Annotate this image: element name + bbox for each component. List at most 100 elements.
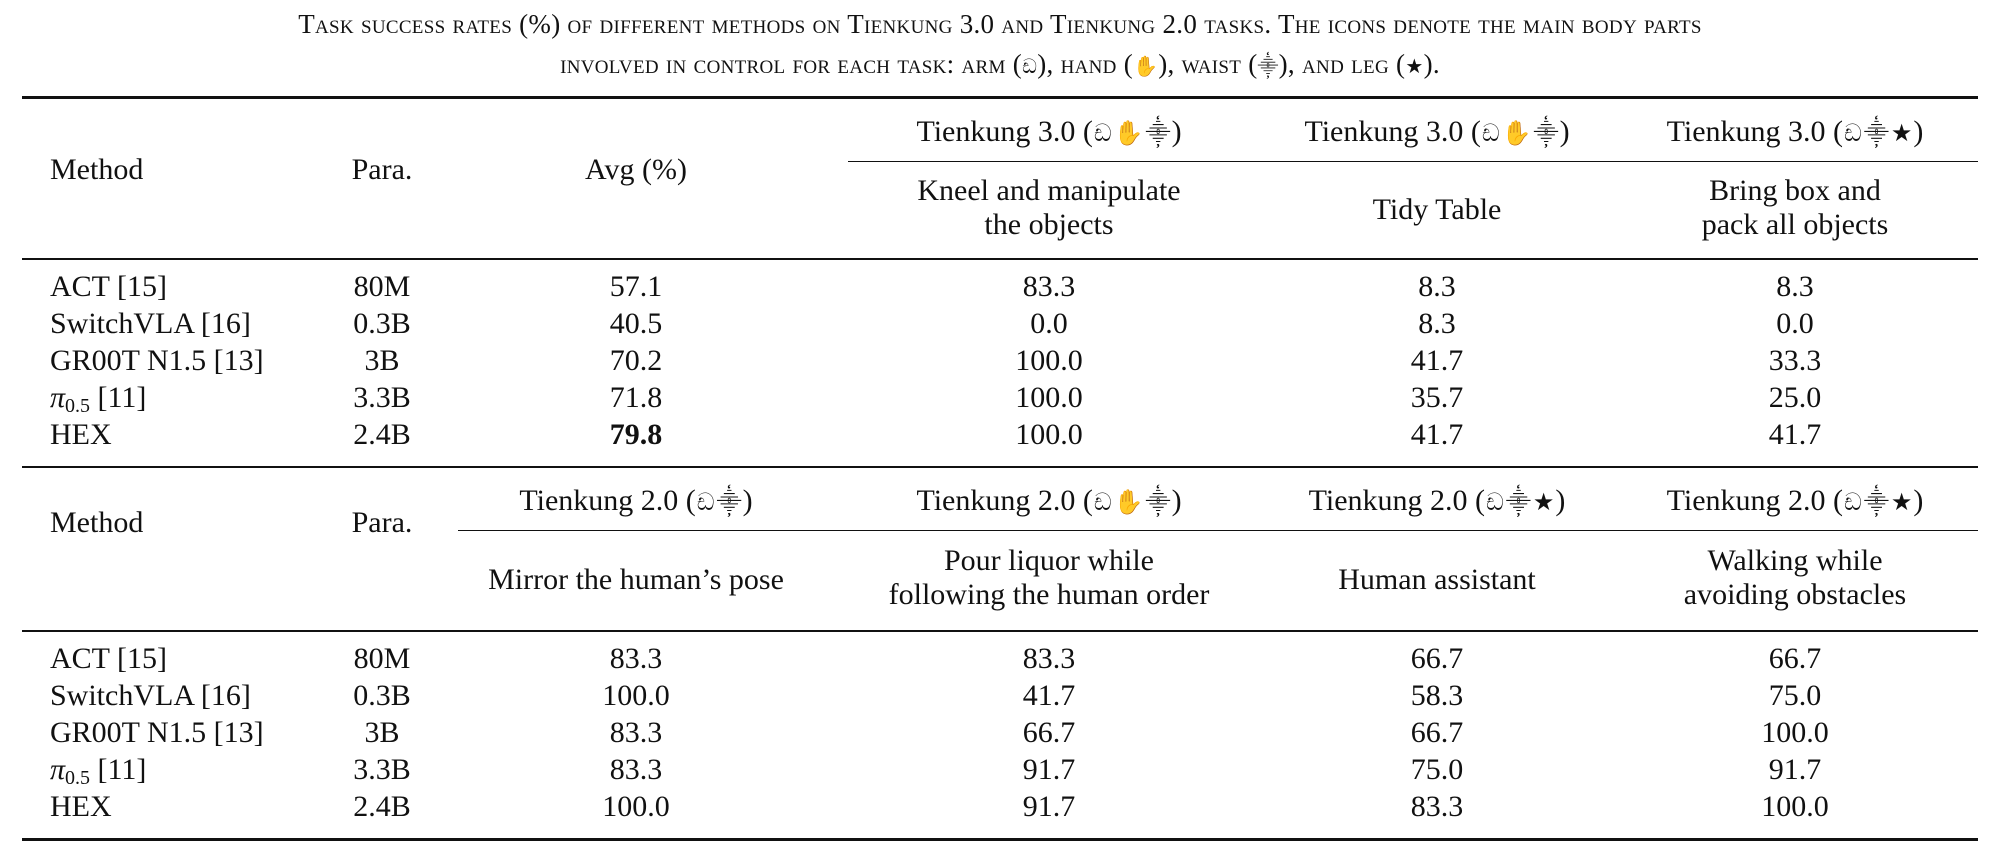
- arm-icon: ඩ: [1486, 488, 1504, 516]
- header-para: Para.: [351, 153, 413, 186]
- mid-rule-2: [22, 630, 1978, 632]
- cmidrule-t1: [848, 161, 1978, 162]
- top-rule: [22, 96, 1978, 99]
- caption-text: ), waist (: [1158, 49, 1258, 79]
- avg-cell: 57.1: [609, 270, 663, 303]
- avg-cell: 70.2: [609, 344, 663, 377]
- header-para-2: Para.: [351, 506, 413, 539]
- value-cell: 8.3: [1776, 270, 1814, 303]
- para-cell: 3B: [364, 716, 400, 749]
- leg-icon: ★: [1890, 119, 1913, 147]
- value-cell: 25.0: [1768, 381, 1822, 414]
- value-cell: 100.0: [1015, 344, 1083, 377]
- caption-text: ), and leg (: [1278, 49, 1406, 79]
- method-cell: HEX: [50, 418, 112, 451]
- cmidrule-t2: [458, 530, 1978, 531]
- arm-icon: ඩ: [1844, 119, 1862, 147]
- para-cell: 80M: [353, 642, 411, 675]
- caption-text: ).: [1423, 49, 1440, 79]
- caption-line-1: Task success rates (%) of different meth…: [298, 9, 1702, 39]
- para-cell: 3.3B: [353, 381, 411, 414]
- method-cell: ACT [15]: [50, 642, 167, 675]
- value-cell: 83.3: [609, 716, 663, 749]
- para-cell: 0.3B: [353, 307, 411, 340]
- para-cell: 80M: [353, 270, 411, 303]
- method-cell: SwitchVLA [16]: [50, 679, 251, 712]
- waist-icon: ⸎: [1863, 488, 1889, 516]
- value-cell: 91.7: [1022, 753, 1076, 786]
- waist-icon: ⸎: [1145, 488, 1171, 516]
- value-cell: 8.3: [1418, 270, 1456, 303]
- para-cell: 3.3B: [353, 753, 411, 786]
- header-avg: Avg (%): [585, 153, 687, 186]
- header-task-3: Bring box and pack all objects: [1701, 174, 1889, 241]
- method-cell: GR00T N1.5 [13]: [50, 716, 264, 749]
- table-caption: Task success rates (%) of different meth…: [0, 4, 2000, 86]
- value-cell: 75.0: [1768, 679, 1822, 712]
- header-robot-2-3: Tienkung 2.0 (ඩ⸎★): [1308, 484, 1566, 517]
- bottom-rule: [22, 838, 1978, 841]
- value-cell: 8.3: [1418, 307, 1456, 340]
- method-cell: π0.5 [11]: [50, 381, 147, 417]
- value-cell: 83.3: [1022, 642, 1076, 675]
- method-cell: GR00T N1.5 [13]: [50, 344, 264, 377]
- value-cell: 75.0: [1410, 753, 1464, 786]
- value-cell: 41.7: [1022, 679, 1076, 712]
- value-cell: 91.7: [1768, 753, 1822, 786]
- avg-cell: 71.8: [609, 381, 663, 414]
- caption-text: involved in control for each task: arm (: [560, 49, 1023, 79]
- header-task-1: Kneel and manipulate the objects: [917, 174, 1181, 241]
- separator-rule: [22, 466, 1978, 468]
- arm-icon: ඩ: [1093, 488, 1112, 516]
- method-cell: π0.5 [11]: [50, 753, 147, 789]
- method-cell: SwitchVLA [16]: [50, 307, 251, 340]
- value-cell: 66.7: [1768, 642, 1822, 675]
- header-task-2: Tidy Table: [1372, 193, 1502, 226]
- header-task-2-2: Pour liquor while following the human or…: [888, 544, 1210, 611]
- value-cell: 100.0: [1761, 790, 1829, 823]
- header-robot-2-1: Tienkung 2.0 (ඩ⸎): [519, 484, 753, 517]
- hand-icon: ✋: [1501, 119, 1532, 147]
- hand-icon: ✋: [1113, 119, 1144, 147]
- avg-cell: 40.5: [609, 307, 663, 340]
- method-cell: HEX: [50, 790, 112, 823]
- header-task-2-4: Walking while avoiding obstacles: [1683, 544, 1907, 611]
- value-cell: 58.3: [1410, 679, 1464, 712]
- arm-icon: ඩ: [1481, 119, 1500, 147]
- header-method-2: Method: [50, 506, 144, 539]
- value-cell: 91.7: [1022, 790, 1076, 823]
- method-cell: ACT [15]: [50, 270, 167, 303]
- value-cell: 100.0: [1761, 716, 1829, 749]
- value-cell: 100.0: [602, 679, 670, 712]
- header-robot-2-2: Tienkung 2.0 (ඩ✋⸎): [916, 484, 1182, 517]
- header-robot-2: Tienkung 3.0 (ඩ✋⸎): [1304, 115, 1570, 148]
- header-robot-1: Tienkung 3.0 (ඩ✋⸎): [916, 115, 1182, 148]
- leg-icon: ★: [1405, 54, 1424, 78]
- caption-line-2: involved in control for each task: arm (…: [0, 44, 2000, 86]
- value-cell: 83.3: [1410, 790, 1464, 823]
- header-task-2-3: Human assistant: [1338, 563, 1536, 596]
- value-cell: 100.0: [1015, 418, 1083, 451]
- para-cell: 3B: [364, 344, 400, 377]
- value-cell: 100.0: [602, 790, 670, 823]
- value-cell: 83.3: [609, 753, 663, 786]
- hand-icon: ✋: [1133, 54, 1159, 78]
- value-cell: 41.7: [1410, 418, 1464, 451]
- header-robot-3: Tienkung 3.0 (ඩ⸎★): [1666, 115, 1924, 148]
- arm-icon: ඩ: [1093, 119, 1112, 147]
- value-cell: 41.7: [1410, 344, 1464, 377]
- para-cell: 2.4B: [353, 790, 411, 823]
- avg-cell-best: 79.8: [609, 418, 663, 451]
- para-cell: 2.4B: [353, 418, 411, 451]
- value-cell: 100.0: [1015, 381, 1083, 414]
- hand-icon: ✋: [1113, 488, 1144, 516]
- value-cell: 66.7: [1022, 716, 1076, 749]
- mid-rule-1: [22, 258, 1978, 260]
- value-cell: 0.0: [1776, 307, 1814, 340]
- value-cell: 83.3: [609, 642, 663, 675]
- caption-text: ), hand (: [1037, 49, 1134, 79]
- header-task-2-1: Mirror the human’s pose: [488, 563, 784, 596]
- arm-icon: ඩ: [1844, 488, 1862, 516]
- value-cell: 83.3: [1022, 270, 1076, 303]
- arm-icon: ඩ: [1022, 54, 1038, 78]
